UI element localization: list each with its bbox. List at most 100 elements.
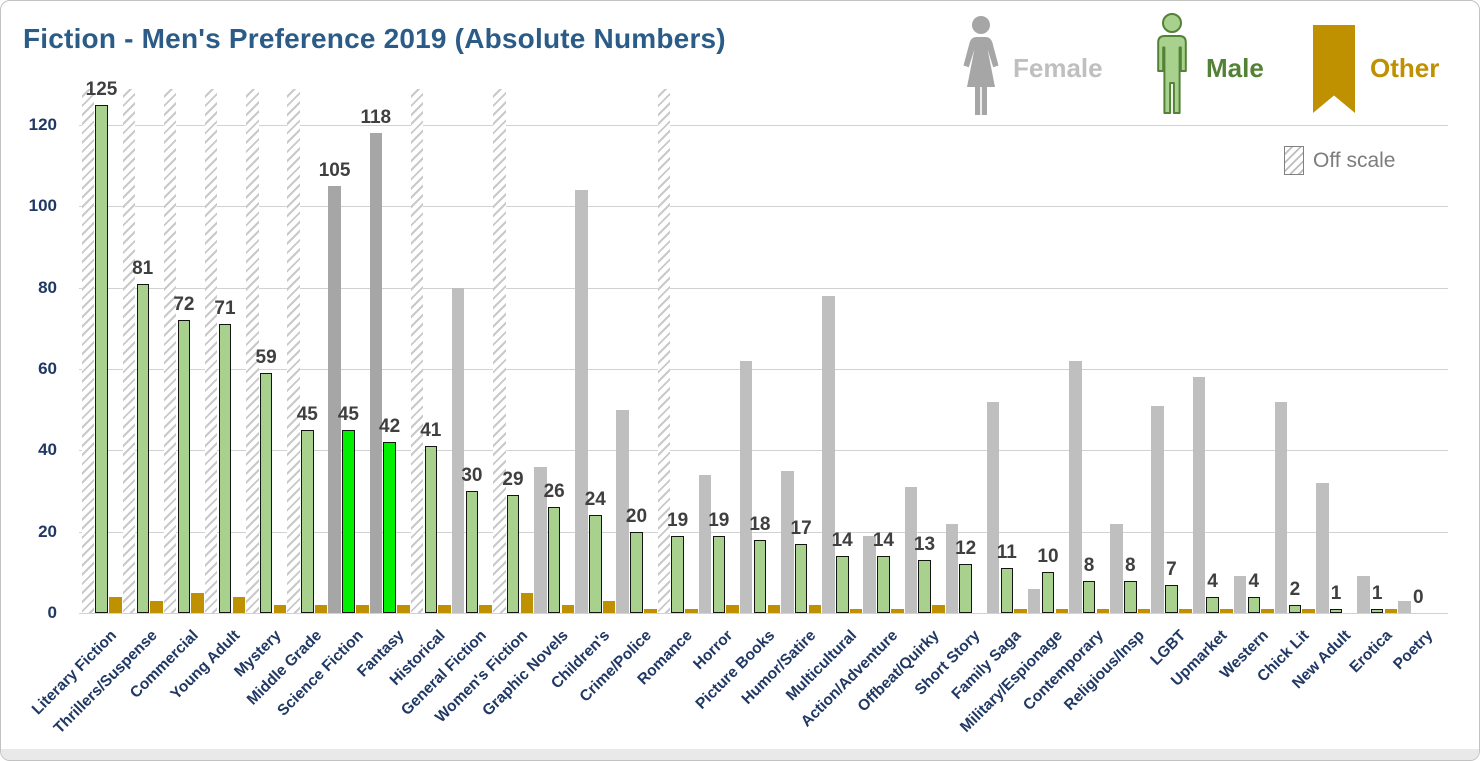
bar-other <box>191 592 204 613</box>
value-label-male: 2 <box>1289 578 1301 600</box>
value-label-male: 71 <box>214 298 236 320</box>
bar-female <box>945 523 959 613</box>
off-scale-label: Off scale <box>1313 148 1396 172</box>
value-label-male: 14 <box>831 530 853 552</box>
bar-male <box>753 539 767 613</box>
legend-label-other: Other <box>1370 53 1440 83</box>
bar-other <box>520 592 534 613</box>
bar-female <box>1069 360 1082 613</box>
value-label-male: 8 <box>1083 554 1095 576</box>
bar-male <box>671 535 684 613</box>
bar-female-offscale <box>657 89 671 613</box>
value-label-male: 81 <box>132 257 154 279</box>
bar-other <box>1096 608 1110 613</box>
bar-other <box>356 604 369 613</box>
bar-other <box>438 604 451 613</box>
bar-male <box>136 283 149 613</box>
bar-male <box>177 320 191 613</box>
bar-male <box>259 373 273 613</box>
bar-female <box>1357 576 1370 613</box>
gridline <box>79 450 1448 452</box>
x-axis-category-label: Poetry <box>1390 627 1437 674</box>
bar-other <box>561 604 575 613</box>
bar-other <box>1014 608 1027 613</box>
off-scale-legend: Off scale <box>1284 146 1395 175</box>
value-label-male: 4 <box>1207 570 1218 592</box>
bar-female <box>1192 377 1205 613</box>
bar-other <box>109 596 122 613</box>
value-label-male: 19 <box>667 509 689 531</box>
bar-female <box>698 474 712 613</box>
bar-male <box>465 491 479 613</box>
value-label-male: 1 <box>1330 582 1342 604</box>
y-axis-tick-label: 60 <box>38 359 57 378</box>
bar-male <box>424 446 437 613</box>
value-label-male: 45 <box>337 404 359 425</box>
value-label-male: 14 <box>872 530 894 552</box>
bar-female <box>575 190 588 613</box>
bar-male <box>1082 580 1096 613</box>
bar-other <box>1220 608 1233 613</box>
bar-male <box>1041 572 1055 613</box>
bar-female <box>781 470 794 613</box>
bar-male <box>1370 608 1384 613</box>
bar-male <box>959 564 972 613</box>
value-label-male: 24 <box>584 489 606 511</box>
bar-female <box>534 466 547 613</box>
bar-male <box>1247 596 1260 613</box>
bar-other <box>232 596 245 613</box>
bar-female <box>451 287 465 613</box>
bar-female <box>986 401 1000 613</box>
bar-male <box>95 104 108 613</box>
bar-other <box>1302 608 1315 613</box>
gridline <box>79 369 1448 370</box>
bar-female <box>1110 523 1123 613</box>
bar-male <box>1165 584 1178 613</box>
bar-male <box>383 442 396 613</box>
bar-other <box>644 608 657 613</box>
legend-label-male: Male <box>1206 53 1264 83</box>
bar-female <box>616 409 629 613</box>
y-axis-tick-label: 80 <box>38 277 57 297</box>
bar-female <box>1274 401 1288 613</box>
value-label-male: 8 <box>1125 554 1136 576</box>
bar-female <box>1151 405 1164 613</box>
bar-female-offscale <box>493 89 506 613</box>
bar-female <box>1233 576 1247 613</box>
bar-male <box>342 430 355 613</box>
value-label-male: 26 <box>543 481 565 503</box>
bar-female-offscale <box>122 89 136 613</box>
bar-female <box>328 186 341 613</box>
gridline <box>79 613 1448 614</box>
value-label-male: 29 <box>502 469 524 491</box>
bar-other <box>726 604 739 613</box>
gridline <box>79 125 1448 126</box>
bar-female-offscale <box>163 89 177 613</box>
value-label-male: 17 <box>790 517 812 539</box>
value-label-male: 19 <box>708 509 730 531</box>
bar-female <box>904 486 917 613</box>
value-label-male: 30 <box>461 465 483 486</box>
gridline <box>79 287 1448 289</box>
bar-male <box>301 430 314 613</box>
value-label-male: 7 <box>1166 558 1177 580</box>
bar-male <box>918 560 931 613</box>
bar-other <box>397 604 410 613</box>
value-label-male: 72 <box>173 294 195 316</box>
bar-other <box>479 604 492 613</box>
bar-other <box>808 604 822 613</box>
value-label-male: 41 <box>420 420 442 442</box>
bar-other <box>849 608 863 613</box>
gridline <box>79 206 1448 208</box>
y-axis-tick-label: 20 <box>38 521 57 541</box>
y-axis-tick-label: 120 <box>28 115 57 134</box>
bar-other <box>1179 608 1192 613</box>
bar-male <box>1288 604 1302 613</box>
slide-bottom-edge <box>1 749 1479 760</box>
y-axis-tick-label: 0 <box>47 603 57 622</box>
bar-male <box>1206 596 1219 613</box>
bar-male <box>836 556 849 613</box>
bar-other <box>932 604 945 613</box>
bar-other <box>1055 608 1068 613</box>
